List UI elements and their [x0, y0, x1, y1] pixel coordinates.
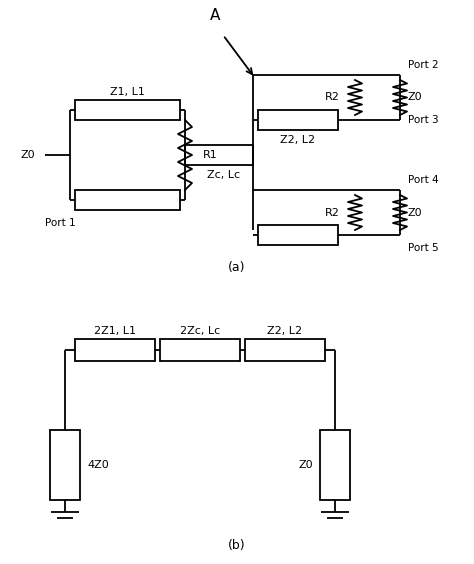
Bar: [245, 339, 325, 361]
Text: R2: R2: [325, 208, 340, 218]
Bar: [75, 100, 180, 120]
Text: A: A: [210, 8, 220, 23]
Text: 2Zc, Lc: 2Zc, Lc: [180, 326, 220, 336]
Text: R1: R1: [203, 150, 218, 160]
Text: (a): (a): [228, 262, 246, 275]
Bar: [320, 430, 350, 500]
Text: Z0: Z0: [298, 460, 313, 470]
Text: (b): (b): [228, 539, 246, 552]
Text: Z0: Z0: [21, 150, 35, 160]
Bar: [50, 430, 80, 500]
Text: Z2, L2: Z2, L2: [267, 326, 302, 336]
Text: Port 2: Port 2: [408, 60, 438, 70]
Bar: [160, 339, 240, 361]
Text: 2Z1, L1: 2Z1, L1: [94, 326, 136, 336]
Text: Port 3: Port 3: [408, 115, 438, 125]
Text: Zc, Lc: Zc, Lc: [208, 170, 241, 180]
Text: R2: R2: [325, 92, 340, 103]
Text: 4Z0: 4Z0: [87, 460, 109, 470]
Bar: [75, 190, 180, 210]
Text: Z0: Z0: [408, 92, 423, 103]
Text: Z1, L1: Z1, L1: [110, 87, 145, 97]
Text: Z2, L2: Z2, L2: [281, 135, 316, 145]
Text: Port 1: Port 1: [45, 218, 76, 228]
Bar: [258, 225, 338, 245]
Bar: [185, 145, 253, 165]
Bar: [258, 110, 338, 130]
Text: Port 5: Port 5: [408, 243, 438, 253]
Text: Z0: Z0: [408, 208, 423, 218]
Bar: [75, 339, 155, 361]
Text: Port 4: Port 4: [408, 175, 438, 185]
